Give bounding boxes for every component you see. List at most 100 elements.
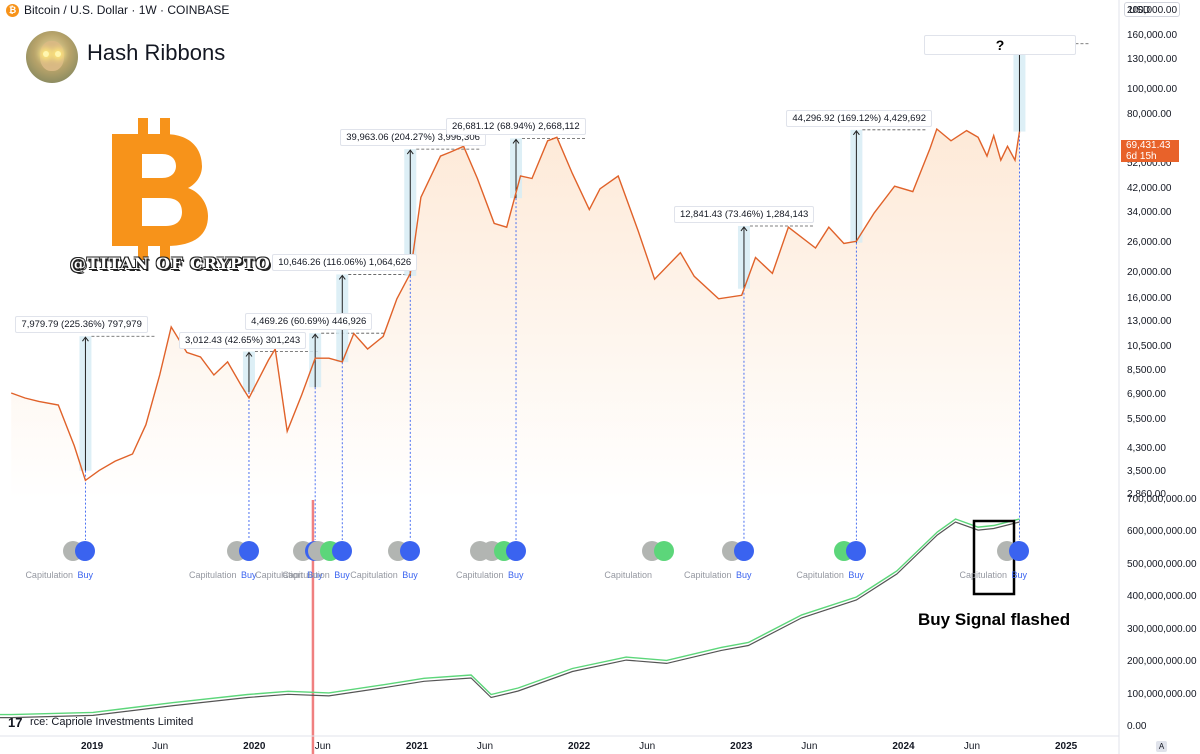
buy-label: Buy [735, 570, 752, 580]
gain-label: 44,296.92 (169.12%) 4,429,692 [786, 109, 933, 127]
gain-arrowhead [406, 149, 414, 155]
currency-selector[interactable]: USD [1124, 2, 1180, 17]
gain-label: 7,979.79 (225.36%) 797,979 [15, 316, 148, 334]
buy-label: Buy [240, 570, 257, 580]
bitcoin-coin-icon: ₿ [6, 3, 19, 17]
buy-label: Buy [1011, 570, 1027, 580]
buy-label: Buy [334, 570, 350, 580]
hashrate-tick-label: 0.00 [1127, 721, 1147, 732]
gain-label: 12,841.43 (73.46%) 1,284,143 [673, 205, 815, 223]
buy-signal-dot [846, 541, 867, 561]
time-tick-label: Jun [639, 741, 656, 752]
chart-title: Hash Ribbons [87, 40, 226, 65]
time-tick-label: Jun [314, 741, 331, 752]
price-tick-label: 160,000.00 [1127, 30, 1178, 42]
time-tick-label: Jun [152, 741, 169, 752]
capitulation-label: Capitulation [25, 570, 73, 580]
capitulation-label: Capitulation [959, 570, 1007, 580]
price-tick-label: 6,900.00 [1127, 388, 1166, 400]
capitulation-label: Capitulation [683, 570, 732, 580]
time-tick-label: Jun [963, 741, 981, 752]
capitulation-label: Capitulation [282, 570, 330, 580]
buy-label: Buy [307, 570, 323, 580]
price-tick-label: 34,000.00 [1127, 206, 1172, 218]
hashrate-tick-label: 400,000,000.00 [1127, 591, 1197, 602]
gain-arrowhead [740, 226, 748, 232]
buy-signal-dot [400, 541, 421, 561]
time-tick-label: 2022 [568, 741, 591, 752]
gain-arrowhead [512, 138, 520, 144]
price-tick-label: 200,000.00 [1127, 5, 1178, 16]
gain-label: 10,646.26 (116.06%) 1,064,626 [272, 254, 418, 272]
price-tick-label: 16,000.00 [1127, 292, 1172, 304]
hashrate-tick-label: 500,000,000.00 [1127, 558, 1197, 570]
price-tick-label: 3,500.00 [1127, 465, 1166, 477]
hash-ribbon-fast [0, 518, 1020, 716]
symbol-header[interactable]: ₿ Bitcoin / U.S. Dollar · 1W · COINBASE [6, 2, 229, 18]
hashrate-tick-label: 700,000,000.00 [1127, 493, 1197, 505]
gain-arrowhead [852, 129, 860, 136]
gain-label: 3,012.43 (42.65%) 301,243 [178, 331, 307, 349]
gain-arrowhead [82, 336, 89, 342]
price-tick-label: 4,300.00 [1127, 442, 1166, 454]
buy-signal-dot [332, 541, 353, 561]
bitcoin-logo-icon [112, 118, 208, 260]
price-area [11, 129, 1020, 500]
buy-label: Buy [848, 570, 864, 580]
author-handle: @TITAN OF CRYPTO [70, 254, 271, 273]
source-credit: rce: Capriole Investments Limited [30, 716, 194, 728]
time-tick-label: 2023 [730, 741, 753, 752]
capitulation-label: Capitulation [604, 570, 652, 580]
buy-label: Buy [402, 570, 418, 580]
capitulation-label: Capitulation [255, 570, 303, 580]
price-tick-label: 2,860.00 [1127, 489, 1166, 500]
price-tick-label: 8,500.00 [1127, 364, 1166, 376]
auto-scale-toggle[interactable]: A [1156, 741, 1167, 752]
hashrate-tick-label: 300,000,000.00 [1127, 623, 1197, 635]
time-tick-label: 2019 [81, 741, 104, 752]
price-tick-label: 42,000.00 [1127, 182, 1172, 194]
price-tick-label: 100,000.00 [1127, 83, 1178, 95]
capitulation-label: Capitulation [350, 570, 398, 580]
recovery-signal-dot [654, 541, 675, 561]
price-tick-label: 26,000.00 [1127, 237, 1172, 249]
gain-label: 4,469.26 (60.69%) 446,926 [245, 313, 373, 331]
buy-signal-dot [75, 541, 96, 561]
price-tick-label: 130,000.00 [1127, 54, 1178, 66]
time-tick-label: Jun [476, 741, 494, 752]
buy-signal-dot [238, 541, 259, 561]
buy-label: Buy [77, 570, 93, 580]
buy-label: Buy [508, 570, 524, 580]
buy-signal-dot [506, 541, 526, 561]
gain-arrowhead [311, 333, 319, 339]
hashrate-tick-label: 100,000,000.00 [1127, 688, 1197, 700]
question-mark-box: ? [924, 35, 1076, 55]
hashrate-tick-label: 600,000,000.00 [1127, 526, 1197, 537]
time-tick-label: 2025 [1055, 741, 1078, 752]
price-tick-label: 10,500.00 [1127, 340, 1172, 352]
symbol-text: Bitcoin / U.S. Dollar · 1W · COINBASE [24, 3, 230, 17]
price-tick-label: 52,000.00 [1127, 158, 1172, 170]
buy-signal-dot [733, 541, 754, 561]
gain-arrowhead [338, 274, 346, 280]
gain-arrowhead [245, 351, 253, 357]
capitulation-label: Capitulation [456, 570, 504, 580]
last-price-countdown: 6d 15h [1126, 151, 1157, 162]
capitulation-label: Capitulation [188, 570, 237, 580]
gain-label: 26,681.12 (68.94%) 2,668,112 [446, 118, 586, 136]
buy-signal-callout: Buy Signal flashed [918, 610, 1071, 629]
author-avatar [26, 31, 78, 83]
price-tick-label: 20,000.00 [1127, 267, 1172, 279]
time-tick-label: 2021 [405, 741, 429, 752]
hashrate-tick-label: 200,000,000.00 [1127, 656, 1197, 667]
time-tick-label: 2020 [243, 741, 266, 752]
last-price-tag: 69,431.43 6d 15h [1121, 140, 1179, 162]
capitulation-label: Capitulation [796, 570, 844, 580]
time-tick-label: Jun [801, 741, 818, 752]
tradingview-logo-icon[interactable]: 17 [8, 715, 23, 730]
time-tick-label: 2024 [892, 741, 915, 752]
buy-signal-dot [1009, 541, 1030, 561]
price-tick-label: 5,500.00 [1127, 414, 1166, 426]
hash-ribbon-slow [0, 521, 1020, 719]
